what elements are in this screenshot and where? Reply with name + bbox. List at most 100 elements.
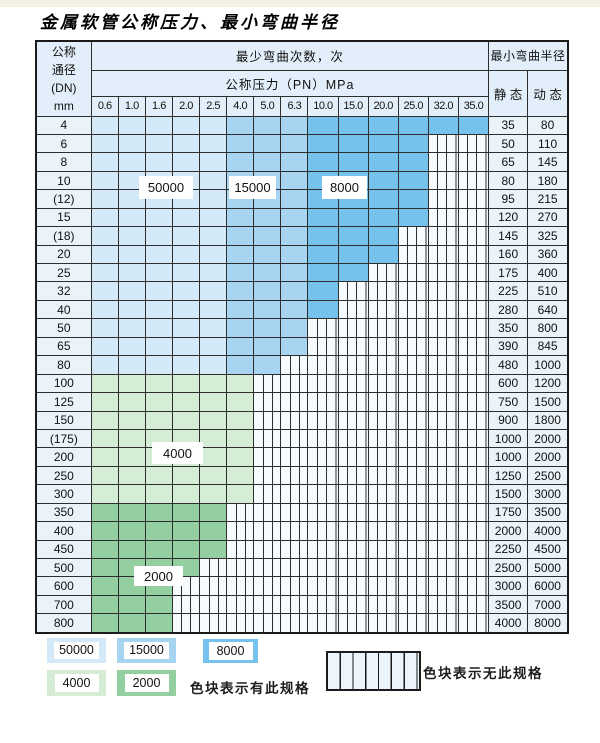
spec-cell-8000	[367, 189, 399, 209]
spec-cell-50000	[117, 189, 146, 209]
no-spec-cell	[457, 539, 490, 560]
spec-cell-50000	[90, 355, 119, 375]
dn-cell: 15	[35, 207, 92, 228]
dynamic-radius-cell: 2000	[527, 428, 569, 449]
spec-cell-8000	[337, 244, 369, 265]
table-row-dn-450: 450 2250 4500	[35, 539, 569, 560]
dynamic-radius-cell: 3000	[527, 484, 569, 504]
spec-cell-8000	[367, 207, 399, 228]
spec-cell-15000	[280, 318, 309, 338]
dynamic-radius-cell: 5000	[527, 557, 569, 578]
spec-cell-50000	[199, 133, 228, 154]
no-spec-cell	[199, 557, 228, 578]
spec-cell-8000	[307, 244, 339, 265]
static-radius-cell: 225	[488, 281, 529, 301]
no-spec-cell	[367, 410, 399, 430]
no-spec-cell	[397, 226, 429, 246]
no-spec-cell	[427, 355, 459, 375]
spec-cell-2000	[90, 539, 119, 560]
spec-cell-2000	[90, 521, 119, 541]
spec-cell-15000	[253, 115, 282, 135]
spec-cell-50000	[199, 318, 228, 338]
spec-cell-50000	[144, 318, 173, 338]
table-row-dn-32: 32 225 510	[35, 281, 569, 301]
table-row-dn-80: 80 480 1000	[35, 355, 569, 375]
table-row-dn-500: 500 2500 5000	[35, 557, 569, 578]
pressure-col-header: 1.0	[117, 95, 146, 117]
no-spec-cell	[199, 613, 228, 634]
no-spec-cell	[457, 244, 490, 265]
spec-cell-50000	[199, 281, 228, 301]
no-spec-cell	[280, 521, 309, 541]
spec-cell-8000	[367, 170, 399, 191]
spec-cell-4000	[199, 373, 228, 394]
cycles-label-2000: 2000	[134, 566, 183, 586]
spec-cell-4000	[90, 447, 119, 467]
spec-cell-50000	[199, 152, 228, 172]
dynamic-radius-cell: 3500	[527, 502, 569, 523]
no-spec-cell	[427, 521, 459, 541]
spec-cell-4000	[90, 428, 119, 449]
no-spec-cell	[457, 594, 490, 615]
spec-cell-50000	[199, 115, 228, 135]
spec-cell-4000	[226, 428, 255, 449]
no-spec-cell	[337, 484, 369, 504]
no-spec-cell	[307, 613, 339, 634]
no-spec-cell	[457, 410, 490, 430]
table-row-dn-15: 15 120 270	[35, 207, 569, 228]
no-spec-cell	[280, 613, 309, 634]
spec-cell-50000	[117, 299, 146, 320]
spec-cell-15000	[253, 152, 282, 172]
spec-cell-4000	[144, 410, 173, 430]
spec-cell-4000	[199, 465, 228, 486]
spec-cell-50000	[117, 318, 146, 338]
spec-cell-15000	[253, 318, 282, 338]
no-spec-cell	[307, 410, 339, 430]
spec-cell-15000	[253, 281, 282, 301]
dynamic-radius-cell: 145	[527, 152, 569, 172]
spec-cell-2000	[144, 613, 173, 634]
dn-cell: 125	[35, 392, 92, 412]
dynamic-radius-cell: 1200	[527, 373, 569, 394]
no-spec-cell	[253, 576, 282, 596]
no-spec-cell	[337, 465, 369, 486]
pressure-col-header: 15.0	[337, 95, 369, 117]
no-spec-cell	[427, 281, 459, 301]
no-spec-cell	[397, 428, 429, 449]
dn-cell: 6	[35, 133, 92, 154]
static-radius-cell: 280	[488, 299, 529, 320]
dn-cell: 450	[35, 539, 92, 560]
static-radius-cell: 1250	[488, 465, 529, 486]
spec-cell-8000	[307, 152, 339, 172]
bend-cycles-header: 最少弯曲次数，次	[90, 40, 490, 71]
table-row-dn-300: 300 1500 3000	[35, 484, 569, 504]
spec-cell-15000	[253, 244, 282, 265]
no-spec-cell	[427, 428, 459, 449]
static-radius-cell: 145	[488, 226, 529, 246]
no-spec-cell	[280, 410, 309, 430]
no-spec-cell	[307, 484, 339, 504]
spec-cell-15000	[226, 152, 255, 172]
spec-cell-50000	[144, 244, 173, 265]
spec-cell-15000	[280, 189, 309, 209]
pressure-col-header: 6.3	[280, 95, 309, 117]
dynamic-radius-cell: 4500	[527, 539, 569, 560]
spec-cell-2000	[90, 502, 119, 523]
spec-cell-50000	[90, 115, 119, 135]
spec-cell-2000	[144, 502, 173, 523]
spec-cell-2000	[117, 594, 146, 615]
dn-cell: 350	[35, 502, 92, 523]
dn-cell: 10	[35, 170, 92, 191]
spec-cell-4000	[117, 465, 146, 486]
spec-cell-4000	[171, 392, 201, 412]
spec-cell-8000	[307, 262, 339, 283]
spec-cell-15000	[253, 207, 282, 228]
dn-cell: 700	[35, 594, 92, 615]
spec-cell-8000	[337, 152, 369, 172]
no-spec-cell	[457, 281, 490, 301]
spec-cell-2000	[117, 521, 146, 541]
no-spec-cell	[337, 557, 369, 578]
spec-cell-50000	[144, 207, 173, 228]
spec-cell-15000	[280, 152, 309, 172]
spec-cell-15000	[226, 207, 255, 228]
